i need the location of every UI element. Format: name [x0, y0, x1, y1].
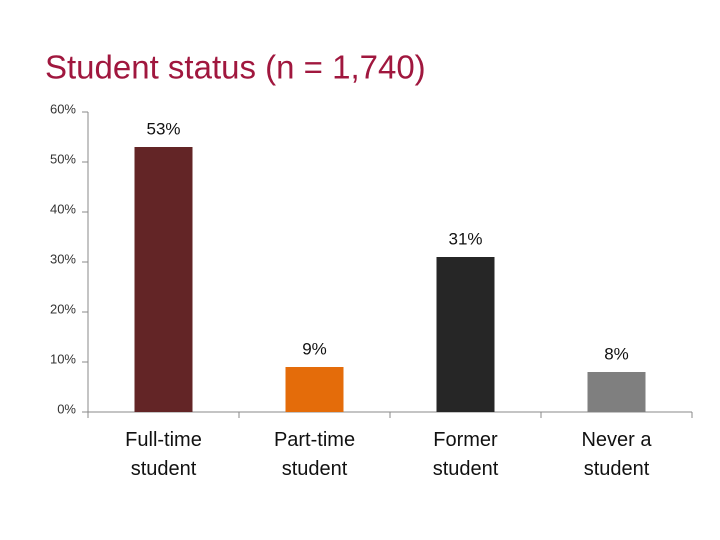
y-tick-label: 30%: [50, 251, 76, 266]
x-tick-label: Never a student: [581, 429, 652, 480]
y-tick-label: 60%: [50, 101, 76, 116]
y-tick-label: 0%: [57, 401, 76, 416]
bar: [134, 147, 193, 412]
y-tick-label: 40%: [50, 201, 76, 216]
chart-title: Student status (n = 1,740): [45, 49, 426, 86]
y-tick-label: 10%: [50, 351, 76, 366]
x-tick-label: Full-time student: [125, 429, 202, 480]
data-label: 53%: [146, 119, 180, 138]
bar: [436, 257, 495, 412]
data-label: 9%: [302, 339, 327, 358]
y-tick-label: 20%: [50, 301, 76, 316]
y-tick-label: 50%: [50, 151, 76, 166]
data-label: 8%: [604, 344, 629, 363]
bar: [587, 372, 646, 412]
x-tick-label: Former student: [432, 429, 499, 480]
bar: [285, 367, 344, 412]
data-label: 31%: [448, 229, 482, 248]
x-tick-label: Part-time student: [273, 429, 356, 480]
